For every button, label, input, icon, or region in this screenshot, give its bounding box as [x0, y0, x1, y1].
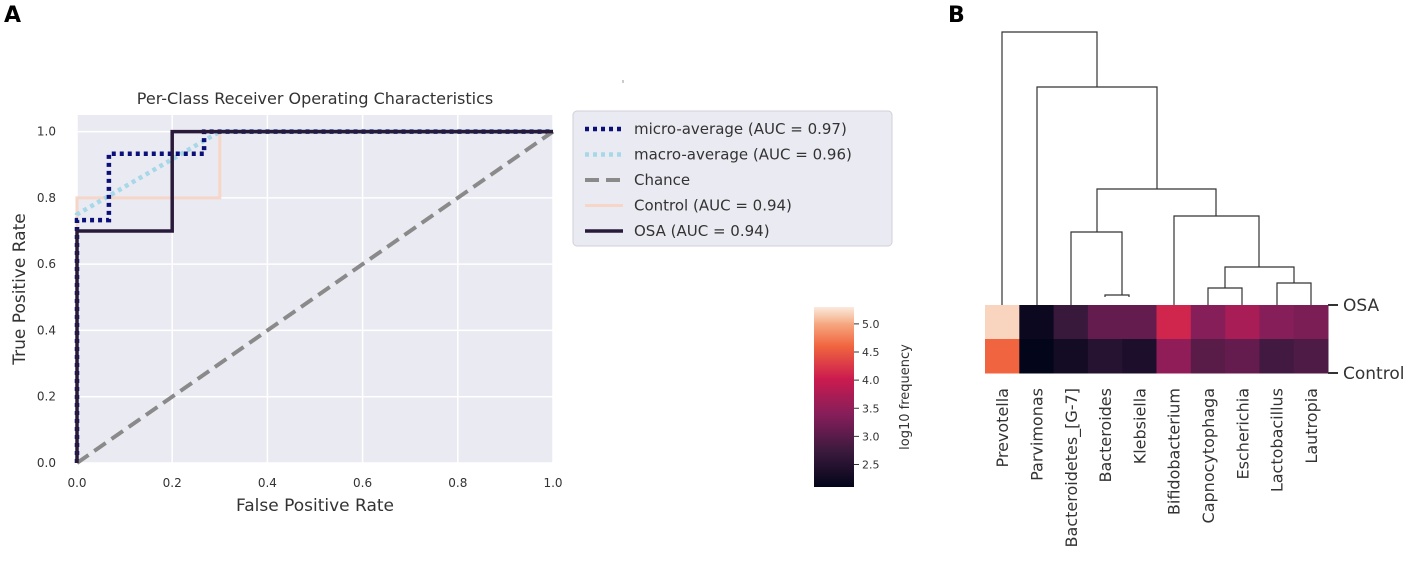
- heatmap-cell: [1122, 305, 1157, 340]
- dendro-link-4: [1224, 266, 1295, 288]
- roc-series-line-2: [75, 129, 555, 465]
- heatmap-column-label: Capnocytophaga: [1199, 388, 1218, 523]
- column-dendrogram: [1001, 31, 1312, 305]
- roc-x-axis-label: False Positive Rate: [236, 496, 394, 516]
- heatmap-cell: [1190, 305, 1226, 340]
- roc-title: Per-Class Receiver Operating Characteris…: [137, 89, 493, 108]
- heatmap-row-label: Control: [1343, 364, 1404, 384]
- heatmap-cell: [1019, 305, 1055, 340]
- roc-y-tick-label: 1.0: [37, 125, 56, 139]
- roc-x-tick-label: 0.2: [163, 476, 182, 490]
- roc-legend-box: [572, 110, 893, 247]
- colorbar-tick-label: 3.0: [862, 430, 880, 443]
- heatmap-cell: [1190, 339, 1226, 374]
- heatmap-column-label: Escherichia: [1233, 388, 1252, 479]
- heatmap-column-label: Prevotella: [993, 388, 1012, 468]
- heatmap-cell: [1156, 339, 1192, 374]
- heatmap-column-label: Parvimonas: [1027, 388, 1046, 481]
- colorbar: 2.5 3.0 3.5 4.0 4.5 5.0 log10 frequency: [814, 307, 913, 487]
- heatmap-cell: [1019, 339, 1055, 374]
- heatmap-column-label: Bifidobacterium: [1165, 388, 1184, 515]
- heatmap-cell: [1293, 305, 1329, 340]
- colorbar-ticks: 2.5 3.0 3.5 4.0 4.5 5.0: [854, 318, 880, 472]
- dendro-link-9: [1001, 31, 1098, 305]
- heatmap-cell: [1293, 339, 1329, 374]
- roc-legend: micro-average (AUC = 0.97) macro-average …: [572, 110, 893, 247]
- heatmap-column-label: Klebsiella: [1130, 388, 1149, 464]
- heatmap-cell: [1087, 305, 1123, 340]
- panel-a-label: A: [4, 3, 21, 28]
- heatmap-cell: [1053, 339, 1089, 374]
- heatmap-cell: [1087, 339, 1123, 374]
- roc-y-tick-label: 0.6: [37, 257, 56, 271]
- roc-legend-label-4: OSA (AUC = 0.94): [634, 222, 770, 240]
- roc-plot-background: [77, 115, 553, 463]
- heatmap-cell: [1259, 305, 1295, 340]
- roc-x-tick-label: 0.6: [353, 476, 372, 490]
- roc-y-tick-label: 0.8: [37, 191, 56, 205]
- roc-x-tick-label: 1.0: [543, 476, 562, 490]
- roc-series-line-4: [75, 129, 553, 463]
- heatmap-cell: [1225, 339, 1260, 374]
- roc-y-tick-label: 0.0: [37, 456, 56, 470]
- dendro-link-5: [1173, 215, 1260, 305]
- heatmap-column-label: Lautropia: [1302, 388, 1321, 464]
- dendro-link-1: [1104, 294, 1130, 297]
- heatmap-cells: [985, 305, 1329, 374]
- heatmap-cell: [1053, 305, 1089, 340]
- roc-series-line-1: [74, 129, 553, 463]
- heatmap-column-label: Lactobacillus: [1268, 388, 1287, 492]
- colorbar-gradient: [814, 307, 854, 487]
- panel-b-label: B: [948, 3, 965, 28]
- roc-legend-label-0: micro-average (AUC = 0.97): [634, 120, 847, 138]
- heatmap-cell: [1122, 339, 1157, 374]
- roc-x-tick-label: 0.4: [258, 476, 277, 490]
- heatmap-column-label: Bacteroidetes_[G-7]: [1062, 388, 1082, 547]
- roc-legend-label-3: Control (AUC = 0.94): [634, 197, 792, 215]
- heatmap-cell: [1259, 339, 1295, 374]
- heatmap-column-labels: Prevotella Parvimonas Bacteroidetes_[G-7] B…: [993, 388, 1321, 547]
- heatmap-cell: [1225, 305, 1260, 340]
- colorbar-tick-label: 2.5: [862, 459, 880, 472]
- roc-y-tick-label: 0.4: [37, 323, 56, 337]
- roc-x-tick-label: 0.8: [448, 476, 467, 490]
- colorbar-tick-label: 5.0: [862, 318, 880, 331]
- colorbar-label: log10 frequency: [898, 344, 913, 450]
- colorbar-tick-label: 4.5: [862, 346, 880, 359]
- roc-legend-label-1: macro-average (AUC = 0.96): [634, 146, 852, 164]
- heatmap-row-labels: OSA Control: [1328, 296, 1404, 384]
- dendro-link-7: [1096, 188, 1217, 232]
- roc-x-ticks: 0.0 0.2 0.4 0.6 0.8 1.0: [67, 476, 562, 490]
- heatmap-cell: [985, 305, 1020, 340]
- roc-y-tick-label: 0.2: [37, 390, 56, 404]
- roc-series: [74, 129, 555, 465]
- roc-y-axis-label: True Positive Rate: [10, 213, 30, 365]
- colorbar-tick-label: 4.0: [862, 374, 880, 387]
- dendro-link-2: [1207, 287, 1243, 305]
- heatmap-column-label: Bacteroides: [1096, 388, 1115, 483]
- roc-x-tick-label: 0.0: [67, 476, 86, 490]
- dendro-link-6: [1070, 231, 1123, 305]
- heatmap-row-label: OSA: [1343, 296, 1379, 316]
- heatmap-chart: OSA Control Prevotella Parvimonas Bacteroid…: [985, 31, 1404, 547]
- roc-legend-label-2: Chance: [634, 171, 690, 189]
- colorbar-tick-label: 3.5: [862, 402, 880, 415]
- heatmap-cell: [985, 339, 1020, 374]
- roc-chart: 0.0 0.2 0.4 0.6 0.8 1.0 0.0 0.2 0.4 0.6 0.8 1.0 Pe…: [10, 89, 893, 516]
- dendro-link-3: [1276, 282, 1312, 305]
- roc-y-ticks: 0.0 0.2 0.4 0.6 0.8 1.0: [37, 125, 56, 470]
- heatmap-cell: [1156, 305, 1192, 340]
